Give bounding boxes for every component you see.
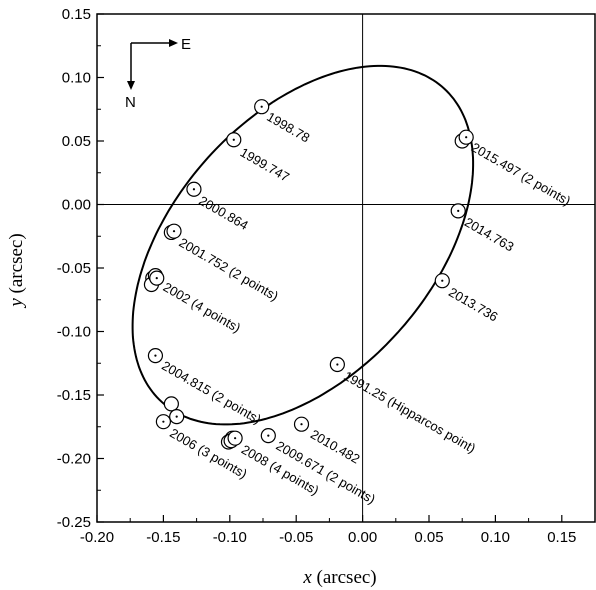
- y-tick-label: -0.05: [57, 260, 91, 277]
- observation-point: [260, 428, 276, 444]
- east-label: E: [181, 36, 191, 53]
- epoch-label: 2014.763: [462, 214, 516, 254]
- observation-point: [147, 348, 164, 364]
- compass: E N: [125, 36, 191, 111]
- observation-point: [329, 356, 345, 373]
- x-axis-title: x (arcsec): [302, 567, 376, 588]
- x-axis-variable: x: [302, 567, 312, 588]
- x-tick-label: -0.20: [80, 529, 114, 546]
- north-label: N: [125, 94, 136, 111]
- observation-point: [166, 223, 182, 239]
- point-center-dot: [232, 138, 235, 141]
- epoch-label: 1999.747: [238, 145, 292, 185]
- observation-point: [293, 416, 310, 432]
- observation-point: [434, 273, 450, 289]
- x-tick-label: -0.10: [213, 529, 247, 546]
- y-tick-label: -0.25: [57, 514, 91, 531]
- point-center-dot: [192, 188, 196, 191]
- y-axis-title: y (arcsec): [6, 233, 27, 308]
- point-center-dot: [441, 279, 444, 282]
- observation-point: [226, 132, 242, 148]
- point-center-dot: [465, 136, 468, 139]
- y-tick-label: -0.15: [57, 387, 91, 404]
- x-axis-unit: (arcsec): [312, 567, 377, 588]
- epoch-label: 2015.497 (2 points): [469, 140, 574, 209]
- x-ticks: -0.20 -0.15 -0.10 -0.05 0.00 0.05 0.10 0.15: [80, 515, 576, 546]
- observation-point: [163, 396, 179, 412]
- x-tick-label: -0.05: [279, 529, 313, 546]
- point-center-dot: [300, 423, 303, 426]
- observation-point: [186, 181, 202, 197]
- epoch-label: 2000.864: [196, 193, 250, 233]
- point-center-dot: [172, 230, 176, 233]
- zero-lines: [97, 14, 595, 522]
- point-center-dot: [336, 363, 339, 366]
- point-circle: [163, 396, 179, 412]
- y-axis-variable: y: [6, 298, 27, 309]
- y-tick-label: 0.15: [62, 6, 91, 23]
- x-tick-label: 0.10: [481, 529, 510, 546]
- x-tick-label: 0.05: [414, 529, 443, 546]
- y-tick-label: 0.10: [62, 70, 91, 87]
- observation-point: [450, 203, 466, 219]
- y-ticks: -0.25 -0.20 -0.15 -0.10 -0.05 0.00 0.05 0.10 0.1…: [57, 6, 104, 531]
- x-tick-label: 0.00: [348, 529, 377, 546]
- observation-points: [143, 99, 474, 450]
- epoch-label: 2013.736: [446, 284, 500, 324]
- point-center-dot: [260, 105, 263, 108]
- y-tick-label: -0.20: [57, 451, 91, 468]
- point-center-dot: [162, 420, 165, 423]
- epoch-label: 2002 (4 points): [161, 279, 244, 335]
- observation-point: [149, 270, 165, 286]
- epoch-label: 1991.25 (Hipparcos point): [341, 368, 478, 456]
- point-center-dot: [457, 209, 460, 212]
- y-tick-label: 0.00: [62, 197, 91, 214]
- point-center-dot: [154, 354, 157, 357]
- observation-point: [458, 129, 474, 145]
- epoch-label: 1998.78: [264, 109, 312, 145]
- y-tick-label: 0.05: [62, 133, 91, 150]
- north-arrowhead-icon: [127, 81, 135, 90]
- observation-point: [155, 414, 171, 430]
- x-tick-label: -0.15: [146, 529, 180, 546]
- observation-point: [254, 99, 270, 115]
- east-arrowhead-icon: [169, 39, 178, 47]
- point-center-dot: [234, 437, 237, 440]
- y-tick-label: -0.10: [57, 324, 91, 341]
- observation-point: [169, 408, 185, 425]
- point-center-dot: [155, 277, 158, 280]
- y-axis-unit: (arcsec): [6, 233, 27, 298]
- observation-point: [227, 430, 243, 446]
- x-tick-label: 0.15: [547, 529, 576, 546]
- point-center-dot: [267, 434, 270, 437]
- point-center-dot: [175, 415, 178, 418]
